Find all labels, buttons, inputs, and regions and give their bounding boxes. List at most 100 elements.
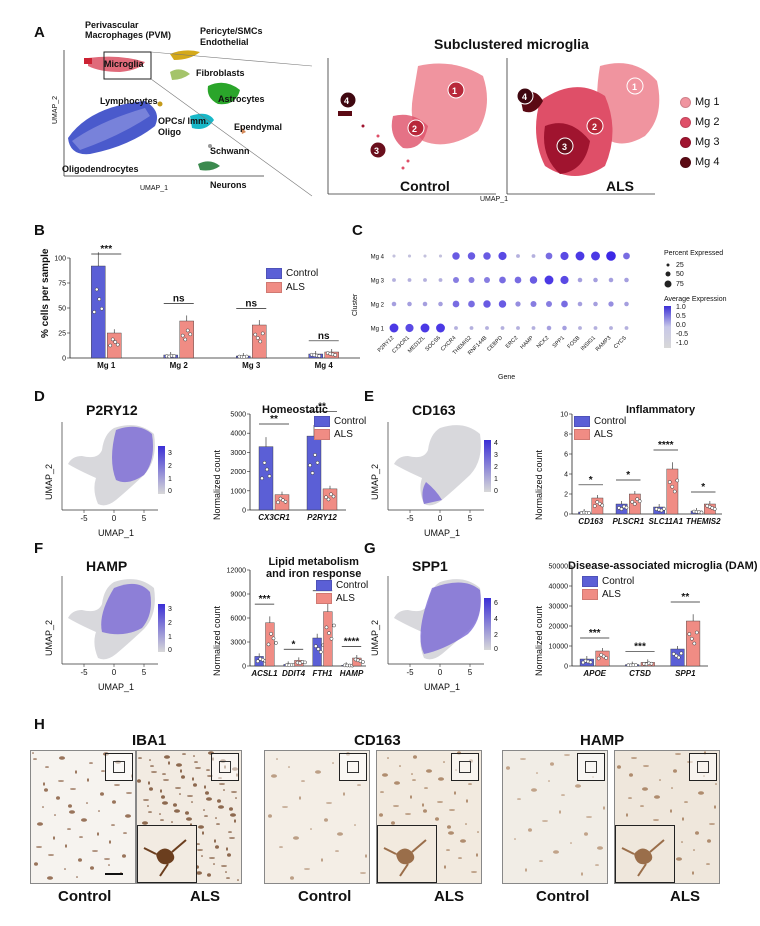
umap1-f: UMAP_1: [98, 682, 135, 692]
cell-0-34: [89, 762, 93, 764]
cell-0-4: [79, 836, 83, 838]
e-pt-CD163-ALS-0: [592, 504, 597, 508]
cell-1-2: [221, 865, 227, 867]
e-pt-THEMIS2-Control-3: [699, 510, 704, 515]
f-ytick-12000: 12000: [227, 568, 247, 575]
cell-1-61: [205, 791, 209, 795]
f-pt-FTH1-Control-1: [316, 647, 321, 651]
cell-4-1: [584, 832, 588, 836]
e-xtick-SLC11A1: SLC11A1: [648, 517, 683, 526]
b-pt-Mg 1-Control-0: [92, 310, 97, 314]
legend-g-control: Control: [582, 576, 634, 587]
inset-box-6: [689, 753, 717, 781]
stain-iba1: IBA1: [132, 732, 167, 749]
b-pt-Mg 3-ALS-0: [253, 332, 258, 337]
g-pt-SPP1-ALS-0: [687, 632, 692, 636]
cell-5-29: [642, 787, 648, 791]
cell-5-30: [681, 841, 683, 843]
dot-Mg 3-CYCS: [624, 277, 629, 283]
f-xtick-FTH1: FTH1: [313, 669, 334, 678]
umap1-e: UMAP_1: [424, 528, 461, 538]
bar-title-g: Disease-associated microglia (DAM): [568, 560, 758, 572]
cell-3-25: [435, 817, 439, 821]
cell-0-28: [67, 828, 71, 830]
e-xtick-THEMIS2: THEMIS2: [686, 517, 721, 526]
cell-0-15: [87, 778, 89, 782]
d-pt-CX3CR1-ALS-3: [283, 499, 288, 504]
inset-box-5: [577, 753, 605, 781]
cell-4-6: [570, 842, 572, 844]
als-num-1: 1: [632, 82, 638, 92]
cell-5-26: [631, 757, 637, 759]
b-pt-Mg 1-Control-3: [99, 306, 104, 311]
cell-5-3: [682, 817, 684, 821]
f-pt-HAMP-ALS-3: [361, 660, 365, 664]
dot-Mg 3-CXCR4: [453, 277, 459, 283]
b-pt-Mg 1-ALS-1: [110, 337, 115, 342]
g-ytick-40000: 40000: [549, 584, 569, 591]
cell-1-71: [174, 809, 180, 813]
dot-Mg 1-SOCS6: [436, 323, 445, 333]
legend-d-als: ALS: [314, 429, 353, 440]
g-pt-SPP1-ALS-1: [689, 636, 694, 641]
als-num-4: 4: [522, 92, 528, 102]
cell-0-7: [90, 866, 94, 870]
e-pt-SLC11A1-ALS-3: [675, 478, 680, 483]
cell-1-91: [215, 845, 219, 849]
f-sig-HAMP: ****: [344, 636, 360, 647]
cell-4-21: [525, 868, 527, 872]
inset-cell-3: [396, 848, 415, 865]
ylabel-e: Normalized count: [534, 449, 544, 520]
dot-Mg 1-SPP1: [562, 325, 567, 331]
cell-3-28: [446, 849, 450, 851]
cell-1-68: [163, 779, 169, 781]
legend-f-control: Control: [316, 580, 368, 591]
cell-2-10: [357, 784, 361, 786]
panel-label-d: D: [34, 388, 45, 405]
cell-1-76: [160, 819, 164, 821]
dot-Mg 4-FOSB: [575, 251, 585, 261]
dot-Mg 1-NCK2: [546, 325, 552, 331]
g-xtick-CTSD: CTSD: [629, 669, 651, 678]
cell-0-19: [34, 862, 38, 866]
g-sig-APOE: ***: [589, 628, 601, 639]
cell-4-10: [517, 798, 521, 800]
f-pt-ACSL1-ALS-2: [271, 636, 276, 641]
cell-0-33: [53, 836, 55, 840]
cell-5-27: [670, 809, 672, 813]
dot-Mg 1-CXCR4: [454, 326, 458, 330]
cell-2-12: [332, 762, 334, 764]
cell-3-13: [391, 821, 395, 825]
b-ytick-100: 100: [54, 256, 66, 263]
e-pt-SLC11A1-ALS-1: [670, 484, 675, 489]
featE-xtick-0: -5: [406, 514, 414, 523]
legend-mg3: Mg 3: [680, 136, 719, 148]
dot-Mg 1-CX3CR1: [405, 323, 414, 333]
pvm-label: Perivascular Macrophages (PVM): [85, 20, 172, 40]
cell-2-19: [290, 876, 294, 880]
g-xtick-SPP1: SPP1: [675, 669, 696, 678]
avg-val-3: -0.5: [676, 331, 689, 338]
legend-control-b: Control: [266, 268, 318, 279]
b-pt-Mg 2-Control-3: [172, 354, 177, 358]
cell-5-22: [684, 801, 688, 803]
f-pt-FTH1-Control-0: [313, 644, 318, 648]
dot-Mg 3-CEBPD: [499, 276, 506, 284]
cell-3-36: [443, 761, 445, 763]
cell-1-67: [227, 853, 231, 857]
pct-75: 75: [676, 281, 684, 288]
cell-1-97: [137, 779, 141, 783]
featF-expr: [101, 583, 151, 635]
cell-0-1: [68, 804, 72, 808]
cell-1-25: [173, 803, 177, 807]
d-ytick-0: 0: [242, 508, 246, 515]
feature-title-d: P2RY12: [86, 402, 138, 418]
cell-0-36: [64, 868, 66, 870]
ctrl-num-4: 4: [344, 96, 350, 106]
dot-Mg 4-INSIG1: [591, 251, 600, 261]
f-pt-FTH1-ALS-0: [324, 625, 329, 630]
featF-xtick-2: 5: [142, 668, 147, 677]
dot-Mg 2-P2RY12: [391, 301, 397, 307]
dot-Mg 4-CYCS: [623, 252, 630, 260]
cell-1-49: [161, 795, 165, 799]
